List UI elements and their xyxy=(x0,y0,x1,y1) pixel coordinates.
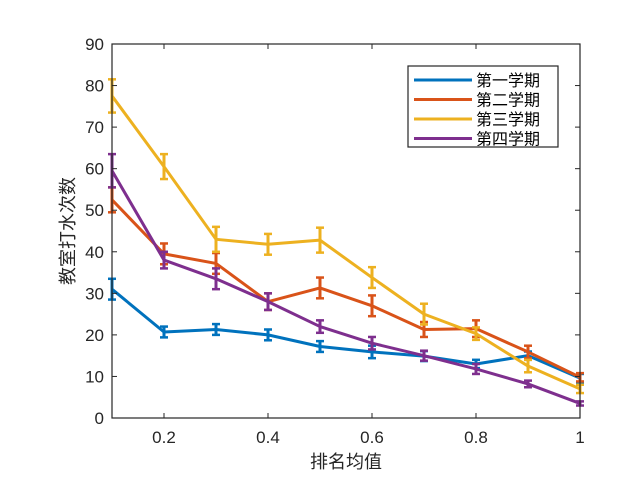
legend-label: 第二学期 xyxy=(476,91,540,110)
series-line xyxy=(110,198,581,379)
error-bar xyxy=(420,349,428,362)
series-line xyxy=(110,95,581,391)
legend-label: 第四学期 xyxy=(476,130,540,149)
series-line xyxy=(111,288,581,380)
error-bar xyxy=(524,358,532,374)
y-tick-label: 50 xyxy=(85,201,104,220)
y-axis-label: 教室打水次数 xyxy=(58,177,79,285)
error-bar xyxy=(316,226,324,254)
y-tick-label: 60 xyxy=(85,160,104,179)
legend-label: 第一学期 xyxy=(476,71,540,90)
error-bar xyxy=(264,292,272,312)
error-bar xyxy=(472,326,480,342)
y-tick-label: 30 xyxy=(85,284,104,303)
series-1 xyxy=(108,277,584,384)
y-tick-label: 40 xyxy=(85,243,104,262)
series-line xyxy=(110,169,581,405)
x-tick-label: 0.8 xyxy=(464,428,488,447)
y-tick-label: 0 xyxy=(95,409,104,428)
error-bar xyxy=(264,328,272,342)
x-axis-label: 排名均值 xyxy=(310,452,382,473)
error-bar xyxy=(316,319,324,335)
error-bar xyxy=(160,152,168,181)
y-tick-label: 10 xyxy=(85,367,104,386)
error-bar xyxy=(368,335,376,351)
error-bar xyxy=(316,276,324,300)
error-bar xyxy=(160,250,168,270)
error-bar xyxy=(420,302,428,326)
series-2 xyxy=(108,186,584,383)
error-bar xyxy=(316,339,324,354)
x-tick-label: 1 xyxy=(575,428,584,447)
y-tick-label: 20 xyxy=(85,326,104,345)
error-bar xyxy=(524,344,532,360)
y-tick-label: 80 xyxy=(85,77,104,96)
plot-frame xyxy=(111,43,581,419)
legend-label: 第三学期 xyxy=(476,110,540,129)
series-layer xyxy=(108,78,584,407)
error-bar xyxy=(524,379,532,389)
error-bar xyxy=(368,294,376,318)
x-tick-label: 0.4 xyxy=(256,428,280,447)
y-tick-label: 90 xyxy=(85,35,104,54)
error-bar xyxy=(212,322,220,337)
error-bar xyxy=(472,362,480,376)
error-bar xyxy=(264,232,272,256)
x-tick-label: 0.2 xyxy=(152,428,176,447)
series-4 xyxy=(108,152,584,407)
x-tick-label: 0.6 xyxy=(360,428,384,447)
error-bar xyxy=(212,267,220,291)
error-bar xyxy=(212,225,220,254)
error-bar xyxy=(160,325,168,339)
y-tick-label: 70 xyxy=(85,118,104,137)
error-bar xyxy=(368,265,376,290)
